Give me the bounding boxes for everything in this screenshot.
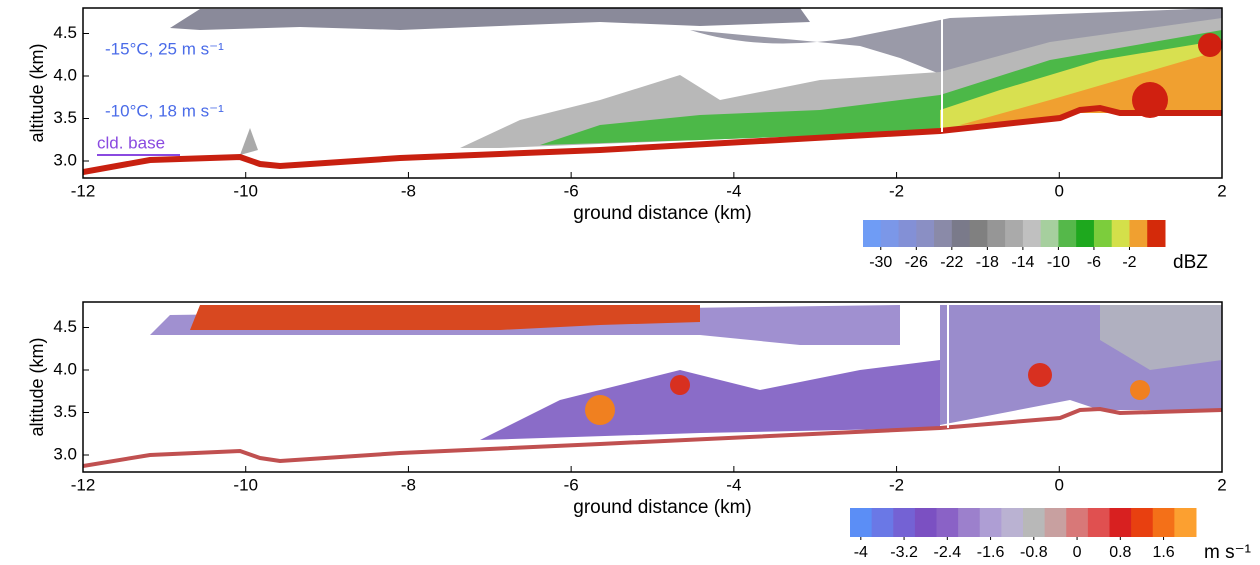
x-tick-label: 0	[1055, 475, 1064, 494]
y-tick-label: 4.5	[53, 317, 77, 336]
y-tick-label: 3.5	[53, 108, 77, 127]
annotation: -10°C, 18 m s⁻¹	[105, 101, 224, 120]
colorbar-tick-label: -3.2	[890, 544, 918, 561]
annotation: cld. base	[97, 133, 165, 152]
x-tick-label: -10	[233, 181, 258, 200]
colorbar-swatch	[934, 220, 953, 247]
colorbar-swatch	[969, 220, 988, 247]
colorbar-swatch	[916, 220, 935, 247]
colorbar-swatch	[1005, 220, 1024, 247]
colorbar-tick-label: -18	[976, 254, 999, 271]
velocity-field	[83, 302, 1222, 468]
plot-frame	[82, 301, 1223, 473]
x-axis-label: ground distance (km)	[573, 203, 751, 224]
colorbar-swatch	[1044, 508, 1067, 537]
colorbar-swatch	[1152, 508, 1175, 537]
colorbar-swatch	[1023, 508, 1046, 537]
x-tick-label: -4	[726, 181, 741, 200]
colorbar-swatch	[880, 220, 900, 247]
x-tick-label: -8	[401, 181, 416, 200]
colorbar-swatch	[1174, 508, 1197, 537]
colorbar-tick-label: -2	[1122, 254, 1136, 271]
colorbar-swatch	[1147, 220, 1166, 247]
colorbar-swatch	[850, 508, 873, 537]
colorbar-swatch	[1109, 508, 1132, 537]
y-tick-label: 4.0	[53, 359, 77, 378]
colorbar-swatch	[863, 220, 882, 247]
x-tick-label: 2	[1217, 475, 1226, 494]
colorbar-tick-label: -1.6	[977, 544, 1005, 561]
colorbar-swatch	[914, 508, 937, 537]
x-tick-label: 0	[1055, 181, 1064, 200]
x-tick-label: -12	[71, 475, 96, 494]
y-tick-label: 4.5	[53, 23, 77, 42]
x-axis-label: ground distance (km)	[573, 497, 751, 518]
x-tick-label: 2	[1217, 181, 1226, 200]
x-tick-label: -2	[889, 475, 904, 494]
colorbar-swatch	[1001, 508, 1024, 537]
colorbar-tick-label: -10	[1047, 254, 1070, 271]
echo-field	[83, 8, 1222, 175]
colorbar-swatch	[1066, 508, 1089, 537]
colorbar-swatch	[951, 220, 971, 247]
colorbar-swatch	[1129, 220, 1148, 247]
colorbar-swatch	[1131, 508, 1154, 537]
colorbar-swatch	[987, 220, 1006, 247]
y-axis-label: altitude (km)	[27, 337, 47, 436]
annotation: -15°C, 25 m s⁻¹	[105, 39, 224, 58]
x-tick-label: -10	[233, 475, 258, 494]
colorbar-swatch	[936, 508, 959, 537]
colorbar-label: dBZ	[1173, 252, 1208, 273]
colorbar-swatch	[1040, 220, 1059, 247]
y-tick-label: 4.0	[53, 65, 77, 84]
plot-frame	[82, 7, 1223, 179]
colorbar-swatch	[1058, 220, 1077, 247]
colorbar-swatch	[871, 508, 894, 537]
x-tick-label: -2	[889, 181, 904, 200]
colorbar-tick-label: -2.4	[934, 544, 962, 561]
y-tick-label: 3.5	[53, 402, 77, 421]
x-tick-label: -12	[71, 181, 96, 200]
colorbar-tick-label: -30	[869, 254, 892, 271]
colorbar-label: m s⁻¹	[1204, 542, 1251, 563]
x-tick-label: -6	[564, 181, 579, 200]
colorbar-tick-label: -26	[905, 254, 928, 271]
colorbar-swatch	[958, 508, 981, 537]
colorbar-tick-label: -4	[854, 544, 868, 561]
colorbar-tick-label: 0.8	[1109, 544, 1131, 561]
colorbar-swatch	[893, 508, 916, 537]
x-tick-label: -6	[564, 475, 579, 494]
colorbar-swatch	[1093, 220, 1113, 247]
colorbar-tick-label: -6	[1087, 254, 1101, 271]
colorbar-swatch	[1022, 220, 1042, 247]
x-tick-label: -4	[726, 475, 741, 494]
colorbar-tick-label: 0	[1073, 544, 1082, 561]
y-tick-label: 3.0	[53, 150, 77, 169]
colorbar-swatch	[1087, 508, 1110, 537]
colorbar-swatch	[979, 508, 1002, 537]
y-tick-label: 3.0	[53, 444, 77, 463]
colorbar-tick-label: -0.8	[1020, 544, 1048, 561]
colorbar-tick-label: -14	[1011, 254, 1034, 271]
colorbar-swatch	[1076, 220, 1095, 247]
colorbar-tick-label: -22	[940, 254, 963, 271]
colorbar-tick-label: 1.6	[1152, 544, 1174, 561]
y-axis-label: altitude (km)	[27, 43, 47, 142]
colorbar-swatch	[898, 220, 917, 247]
x-tick-label: -8	[401, 475, 416, 494]
colorbar-swatch	[1111, 220, 1130, 247]
